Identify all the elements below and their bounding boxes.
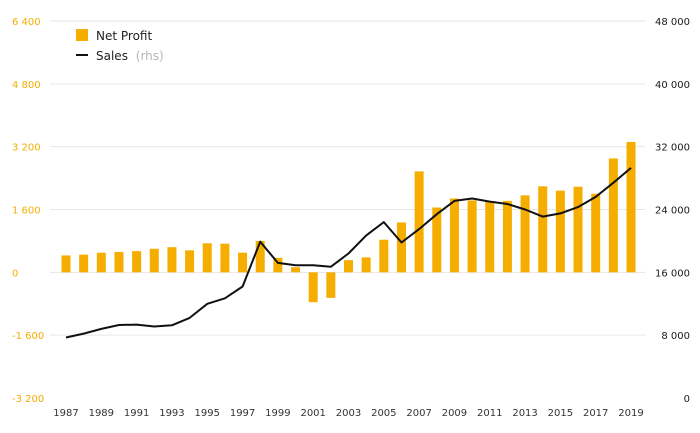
bar-net-profit-2013 — [520, 195, 530, 273]
y-left-tick-label: 4 800 — [12, 80, 41, 91]
bar-net-profit-2016 — [573, 186, 583, 273]
bar-net-profit-1990 — [114, 251, 124, 273]
y-left-tick-label: -3 200 — [12, 394, 44, 405]
bar-net-profit-2011 — [485, 201, 495, 273]
x-tick-label: 2009 — [442, 408, 467, 419]
bar-series-net-profit — [61, 141, 636, 303]
bar-net-profit-1989 — [96, 252, 106, 273]
bar-net-profit-2018 — [608, 158, 618, 273]
y-left-tick-label: -1 600 — [12, 331, 44, 342]
bar-net-profit-1991 — [132, 251, 142, 273]
y-right-tick-label: 0 — [684, 394, 690, 405]
bar-net-profit-2017 — [591, 193, 601, 273]
legend-label-sales: Sales (rhs) — [96, 49, 164, 63]
bar-net-profit-1988 — [79, 254, 89, 273]
bar-net-profit-1995 — [202, 243, 212, 273]
bar-net-profit-2004 — [361, 257, 371, 273]
x-tick-label: 2019 — [618, 408, 643, 419]
x-tick-label: 2007 — [406, 408, 431, 419]
x-tick-label: 2001 — [300, 408, 325, 419]
y-right-tick-label: 16 000 — [655, 268, 690, 279]
x-tick-label: 2013 — [512, 408, 537, 419]
legend: Net Profit Sales (rhs) — [76, 29, 164, 63]
y-right-tick-label: 40 000 — [655, 80, 690, 91]
x-tick-label: 1997 — [230, 408, 255, 419]
y-left-tick-label: 3 200 — [12, 143, 41, 154]
bar-net-profit-2012 — [502, 200, 512, 273]
x-tick-label: 1999 — [265, 408, 290, 419]
x-tick-label: 1989 — [89, 408, 114, 419]
bar-net-profit-2008 — [432, 207, 442, 273]
y-axis-left: -3 200 -1 600 0 1 600 3 200 4 800 6 400 — [12, 17, 44, 405]
x-tick-label: 2011 — [477, 408, 502, 419]
bar-net-profit-1999 — [273, 257, 283, 273]
x-tick-label: 2015 — [548, 408, 573, 419]
bar-net-profit-1998 — [255, 240, 265, 273]
line-sales — [65, 167, 632, 339]
bar-net-profit-1997 — [238, 252, 248, 273]
x-tick-label: 2003 — [336, 408, 361, 419]
legend-label-sales-suffix: (rhs) — [136, 49, 164, 63]
x-axis: 1987 1989 1991 1993 1995 1997 1999 2001 2003 2005… — [53, 408, 643, 419]
bar-net-profit-2009 — [449, 198, 459, 273]
bar-net-profit-2007 — [414, 171, 424, 273]
bar-net-profit-1992 — [149, 248, 159, 273]
bar-net-profit-2001 — [308, 272, 318, 303]
bar-net-profit-2005 — [379, 239, 389, 273]
bar-net-profit-2019 — [626, 141, 636, 273]
bar-net-profit-1994 — [185, 250, 195, 273]
grid — [50, 20, 645, 336]
y-left-tick-label: 6 400 — [12, 17, 41, 28]
y-right-tick-label: 8 000 — [661, 331, 690, 342]
bar-net-profit-2002 — [326, 272, 336, 298]
legend-label-net-profit: Net Profit — [96, 29, 152, 43]
bar-net-profit-1996 — [220, 243, 230, 273]
bar-net-profit-1987 — [61, 255, 71, 273]
bar-net-profit-1993 — [167, 247, 177, 273]
x-tick-label: 1993 — [159, 408, 184, 419]
y-right-tick-label: 24 000 — [655, 206, 690, 217]
legend-swatch-net-profit — [76, 29, 88, 41]
x-tick-label: 1987 — [53, 408, 78, 419]
bar-net-profit-2014 — [538, 186, 548, 273]
bar-net-profit-2006 — [396, 222, 406, 273]
bar-net-profit-2003 — [344, 260, 353, 273]
x-tick-label: 1991 — [124, 408, 149, 419]
y-left-tick-label: 0 — [12, 268, 18, 279]
y-right-tick-label: 48 000 — [655, 17, 690, 28]
x-tick-label: 2005 — [371, 408, 396, 419]
bar-net-profit-2000 — [291, 267, 301, 273]
x-tick-label: 1995 — [195, 408, 220, 419]
y-axis-right: 0 8 000 16 000 24 000 32 000 40 000 48 000 — [655, 17, 690, 405]
legend-label-sales-name: Sales — [96, 49, 128, 63]
y-right-tick-label: 32 000 — [655, 143, 690, 154]
bar-net-profit-2015 — [555, 190, 565, 273]
bar-net-profit-2010 — [467, 200, 477, 273]
y-left-tick-label: 1 600 — [12, 206, 41, 217]
x-tick-label: 2017 — [583, 408, 608, 419]
line-series-sales — [65, 167, 632, 339]
